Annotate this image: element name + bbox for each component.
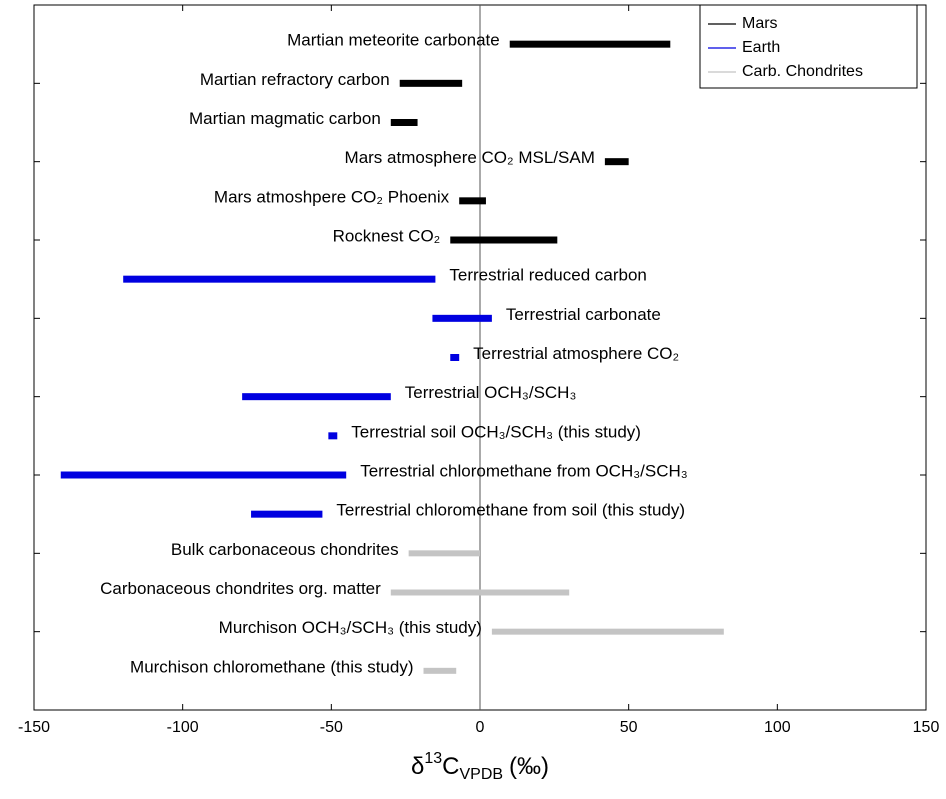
range-bar: [251, 510, 323, 518]
legend-label: Mars: [742, 15, 778, 32]
bar-label: Mars atmosphere CO₂ MSL/SAM: [345, 148, 595, 167]
x-tick-label: 0: [476, 719, 485, 736]
bar-label: Terrestrial chloromethane from OCH₃/SCH₃: [360, 461, 688, 480]
bar-label: Martian magmatic carbon: [189, 109, 381, 128]
range-bar: [60, 471, 347, 479]
bar-label: Terrestrial chloromethane from soil (thi…: [336, 501, 685, 520]
bar-label: Mars atmoshpere CO₂ Phoenix: [214, 187, 450, 206]
range-bar: [328, 432, 338, 440]
range-bar: [390, 589, 570, 596]
legend-box: [699, 4, 918, 89]
x-axis-label-part: δ: [411, 753, 424, 780]
range-bar: [450, 236, 558, 244]
x-axis-label-part: 13: [424, 750, 442, 767]
bar-label: Terrestrial reduced carbon: [449, 266, 646, 285]
range-bar: [450, 354, 460, 361]
bar-label: Terrestrial OCH₃/SCH₃: [405, 383, 577, 402]
bar-label: Rocknest CO₂: [333, 226, 441, 245]
x-tick-label: 150: [913, 719, 940, 736]
range-bar: [491, 628, 724, 635]
x-axis-label-part: VPDB: [459, 766, 503, 783]
bar-label: Bulk carbonaceous chondrites: [171, 540, 399, 559]
x-tick-label: 50: [620, 719, 638, 736]
x-tick-label: 100: [764, 719, 791, 736]
range-bar: [509, 40, 671, 48]
bar-label: Murchison chloromethane (this study): [130, 657, 413, 676]
range-bar: [604, 158, 629, 166]
range-bar: [432, 314, 492, 322]
range-bar: [423, 667, 457, 674]
range-bar: [459, 197, 486, 205]
bar-label: Terrestrial atmosphere CO₂: [473, 344, 679, 363]
range-bar: [390, 119, 418, 126]
x-tick-label: -150: [18, 719, 50, 736]
bar-label: Terrestrial carbonate: [506, 305, 661, 324]
legend-label: Carb. Chondrites: [742, 63, 863, 80]
bar-label: Martian meteorite carbonate: [287, 31, 500, 50]
bar-label: Terrestrial soil OCH₃/SCH₃ (this study): [351, 422, 641, 441]
range-bar: [408, 550, 480, 557]
x-axis-label-part: C: [442, 753, 459, 780]
range-bar: [123, 275, 436, 283]
x-tick-label: -100: [167, 719, 199, 736]
x-axis-label: δ13CVPDB (‰): [411, 750, 549, 783]
legend-label: Earth: [742, 39, 780, 56]
range-bar: [399, 79, 463, 87]
range-bar: [242, 393, 391, 401]
bar-label: Martian refractory carbon: [200, 70, 390, 89]
x-tick-label: -50: [320, 719, 343, 736]
bar-label: Murchison OCH₃/SCH₃ (this study): [219, 618, 482, 637]
bar-label: Carbonaceous chondrites org. matter: [100, 579, 381, 598]
x-axis-label-part: (‰): [509, 753, 549, 780]
